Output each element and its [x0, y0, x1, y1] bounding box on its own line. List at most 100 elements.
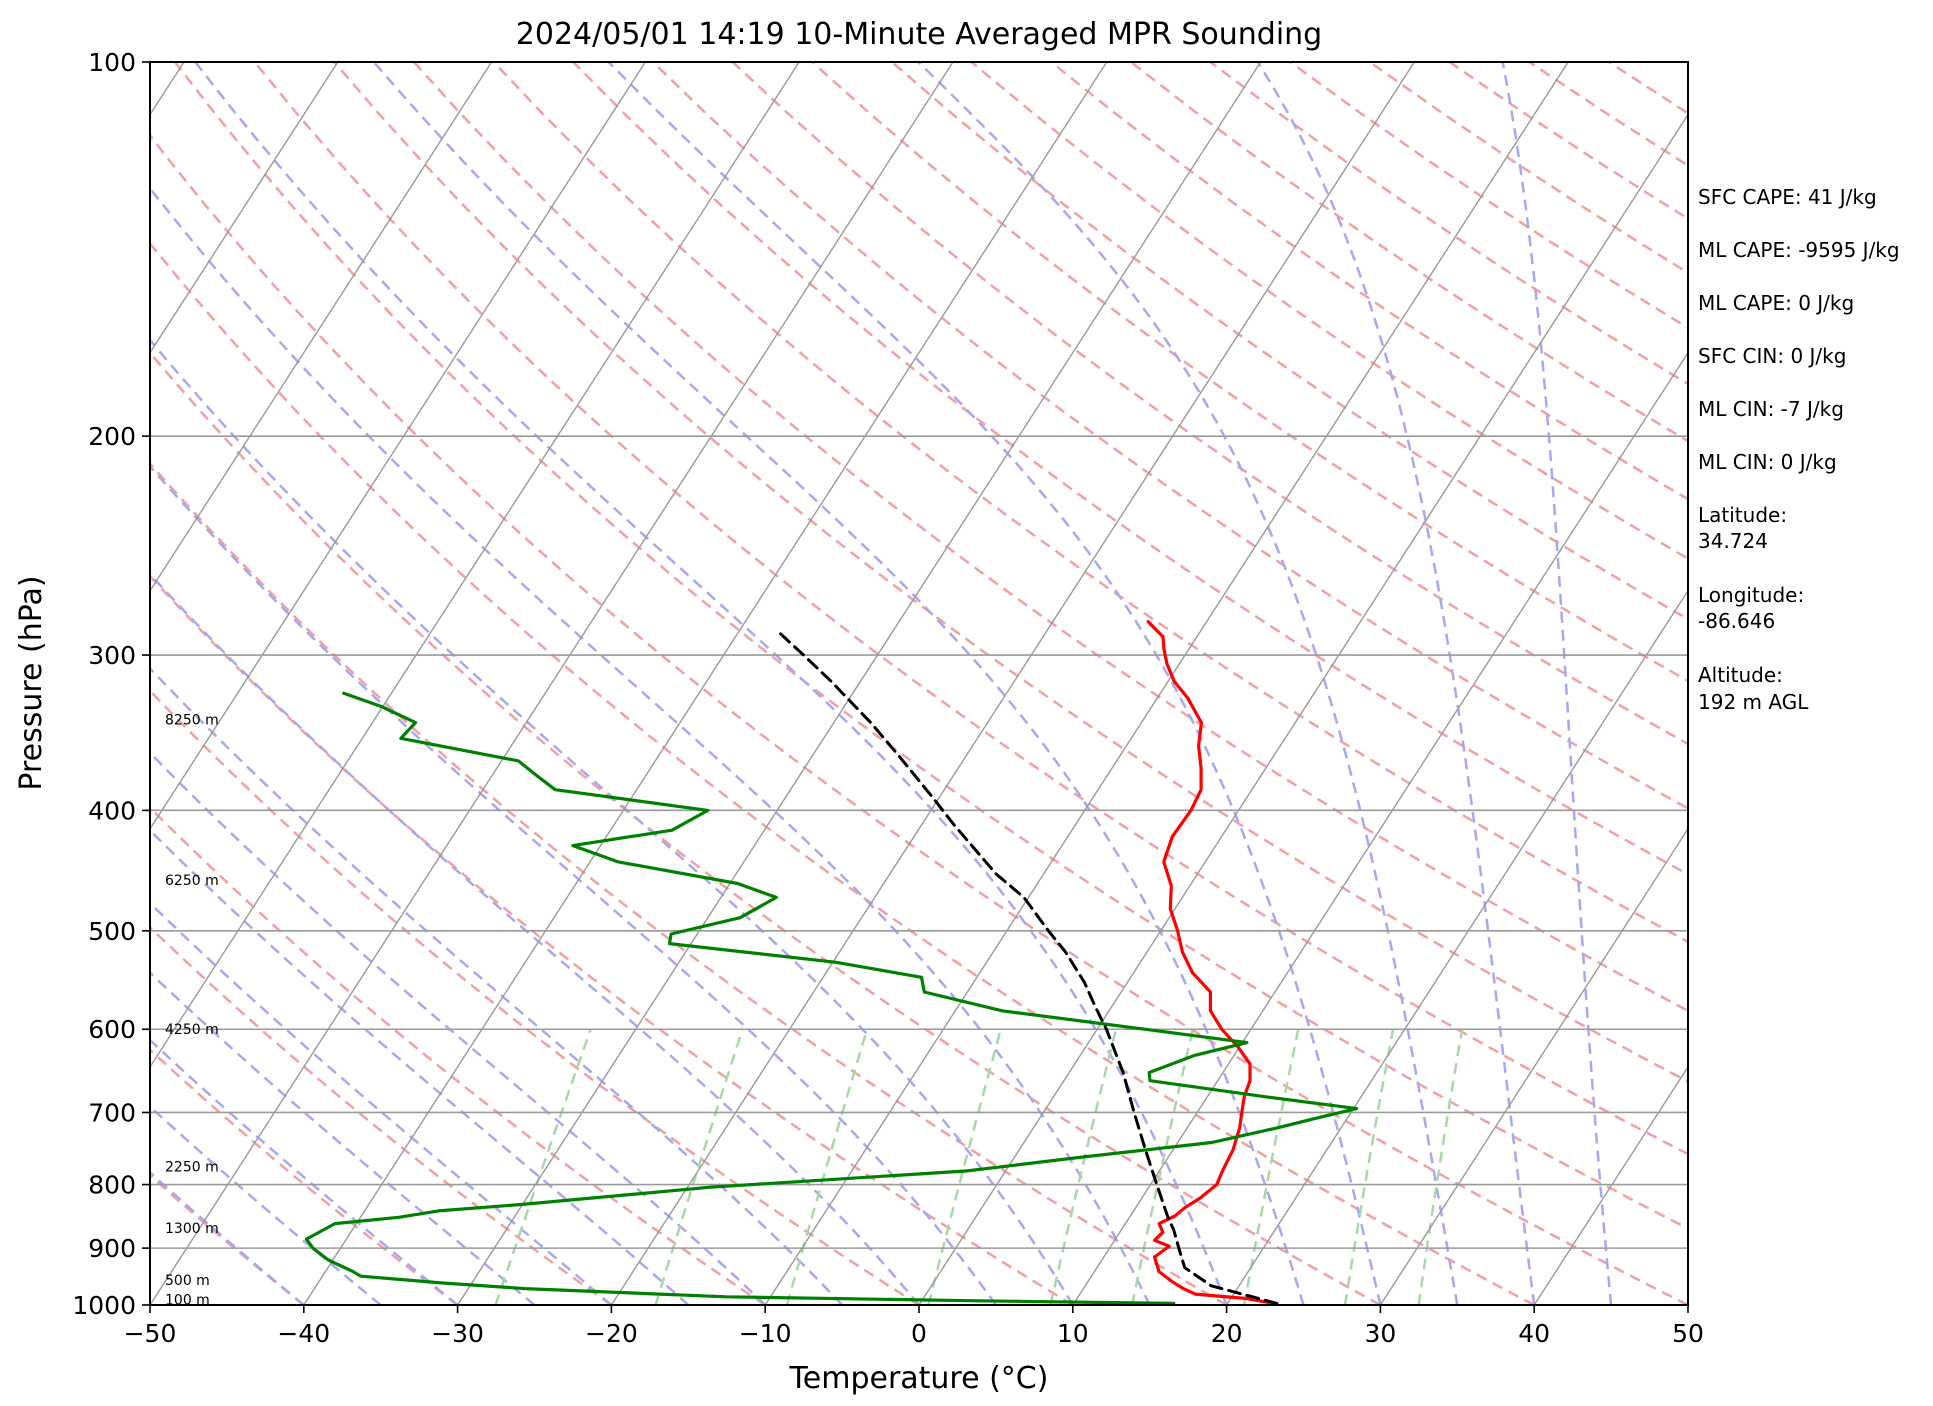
isotherm-line — [610, 62, 1415, 1305]
x-tick-label: 30 — [1364, 1319, 1396, 1348]
moist-adiabat-line — [150, 828, 690, 1305]
y-tick-label: 700 — [88, 1098, 136, 1127]
annotation-text: Altitude: — [1698, 663, 1783, 687]
annotations: SFC CAPE: 41 J/kg ML CAPE: -9595 J/kg ML C… — [1698, 185, 1900, 714]
moist-adiabat-line — [607, 62, 1382, 1305]
x-tick-label: 0 — [911, 1319, 927, 1348]
x-tick-label: 10 — [1057, 1319, 1089, 1348]
moist-adiabat-line — [150, 338, 1074, 1305]
moist-adiabat-line — [150, 751, 767, 1305]
height-label: 1300 m — [165, 1221, 219, 1237]
x-tick-label: 50 — [1672, 1319, 1704, 1348]
height-label: 6250 m — [165, 873, 219, 889]
annotation-text: ML CAPE: -9595 J/kg — [1698, 238, 1900, 262]
moist-adiabat-line — [150, 572, 920, 1305]
height-label: 8250 m — [165, 712, 219, 728]
dry-adiabat-line — [970, 62, 1688, 561]
mixing-ratio-line — [1417, 1028, 1464, 1305]
parcel-profile-line — [776, 629, 1279, 1305]
annotation-text: Latitude: — [1698, 503, 1787, 527]
x-axis-label: Temperature (°C) — [789, 1361, 1049, 1396]
annotation-text: SFC CIN: 0 J/kg — [1698, 344, 1846, 368]
y-tick-label: 1000 — [72, 1291, 136, 1320]
background-lines — [150, 62, 1688, 1305]
x-tick-label: −30 — [431, 1319, 484, 1348]
moist-adiabat-line — [372, 62, 1305, 1305]
dewpoint-profile-line — [304, 691, 1359, 1305]
x-tick-label: −10 — [739, 1319, 792, 1348]
dry-adiabat-line — [891, 62, 1688, 621]
isotherm-line — [303, 62, 1108, 1305]
dry-adiabats — [150, 62, 1688, 1305]
moist-adiabat-line — [150, 970, 536, 1305]
dry-adiabat-line — [572, 62, 1688, 876]
isotherm-line — [150, 62, 493, 593]
annotation-text: ML CIN: 0 J/kg — [1698, 450, 1837, 474]
dry-adiabat-line — [811, 62, 1688, 683]
height-label: 100 m — [165, 1293, 210, 1309]
mixing-ratio-line — [927, 1028, 1003, 1305]
dry-adiabat-line — [150, 241, 1535, 1305]
x-axis: −50 −40 −30 −20 −10 0 10 20 30 40 50 — [124, 1305, 1704, 1348]
x-tick-label: −50 — [124, 1319, 177, 1348]
height-label: 4250 m — [165, 1022, 219, 1038]
moist-adiabat-line — [917, 62, 1459, 1305]
isotherm-line — [150, 62, 954, 1305]
height-label: 2250 m — [165, 1160, 219, 1176]
sounding-series — [304, 620, 1359, 1305]
annotation-text: 34.724 — [1698, 529, 1768, 553]
isobars — [150, 435, 1688, 1249]
dry-adiabat-line — [150, 925, 613, 1305]
dry-adiabat-line — [173, 62, 1688, 1230]
y-tick-label: 900 — [88, 1234, 136, 1263]
moist-adiabat-line — [1256, 62, 1536, 1305]
height-label: 500 m — [165, 1273, 210, 1289]
isotherm-line — [1226, 589, 1688, 1305]
dry-adiabat-line — [412, 62, 1688, 1013]
moist-adiabat-line — [150, 186, 1151, 1305]
isotherms — [150, 62, 1688, 1305]
y-axis-label: Pressure (hPa) — [14, 575, 49, 790]
y-tick-label: 100 — [88, 48, 136, 77]
dry-adiabat-line — [333, 62, 1688, 1083]
isotherm-line — [764, 62, 1569, 1305]
moist-adiabat-line — [150, 1170, 305, 1305]
y-axis: 100 200 300 400 500 600 700 800 900 1000 — [72, 48, 150, 1320]
y-tick-label: 400 — [88, 796, 136, 825]
x-tick-label: −20 — [585, 1319, 638, 1348]
moist-adiabat-line — [194, 62, 1228, 1305]
isotherm-line — [150, 62, 800, 1069]
moist-adiabat-line — [150, 901, 613, 1305]
annotation-text: 192 m AGL — [1698, 690, 1809, 714]
isotherm-line — [1072, 351, 1688, 1305]
height-labels: 100 m 500 m 1300 m 2250 m 4250 m 6250 m 8250 m — [165, 712, 219, 1308]
dry-adiabat-line — [150, 133, 1688, 1305]
dry-adiabat-line — [150, 574, 1074, 1305]
annotation-text: ML CIN: -7 J/kg — [1698, 397, 1844, 421]
annotation-text: SFC CAPE: 41 J/kg — [1698, 185, 1877, 209]
isotherm-line — [918, 113, 1688, 1305]
dry-adiabat-line — [150, 350, 1381, 1305]
y-tick-label: 800 — [88, 1171, 136, 1200]
y-tick-label: 500 — [88, 917, 136, 946]
moist-adiabat-line — [150, 464, 997, 1305]
dry-adiabat-line — [150, 806, 766, 1305]
isotherm-line — [1533, 1065, 1688, 1305]
isotherm-line — [1379, 827, 1688, 1305]
y-tick-label: 300 — [88, 641, 136, 670]
dry-adiabat-line — [492, 62, 1688, 944]
temperature-profile-line — [1146, 620, 1276, 1305]
x-tick-label: 20 — [1211, 1319, 1243, 1348]
isotherm-line — [457, 62, 1262, 1305]
mixing-ratio-line — [1343, 1028, 1395, 1305]
mixing-ratio-line — [785, 1028, 869, 1305]
moist-adiabat-line — [150, 1104, 382, 1305]
dry-adiabat-line — [652, 62, 1688, 810]
chart-title: 2024/05/01 14:19 10-Minute Averaged MPR … — [516, 17, 1322, 52]
dry-adiabat-line — [731, 62, 1688, 746]
mixing-ratio-line — [1049, 1028, 1118, 1305]
x-tick-label: −40 — [277, 1319, 330, 1348]
isotherm-line — [150, 62, 339, 354]
dry-adiabat-line — [150, 461, 1228, 1305]
